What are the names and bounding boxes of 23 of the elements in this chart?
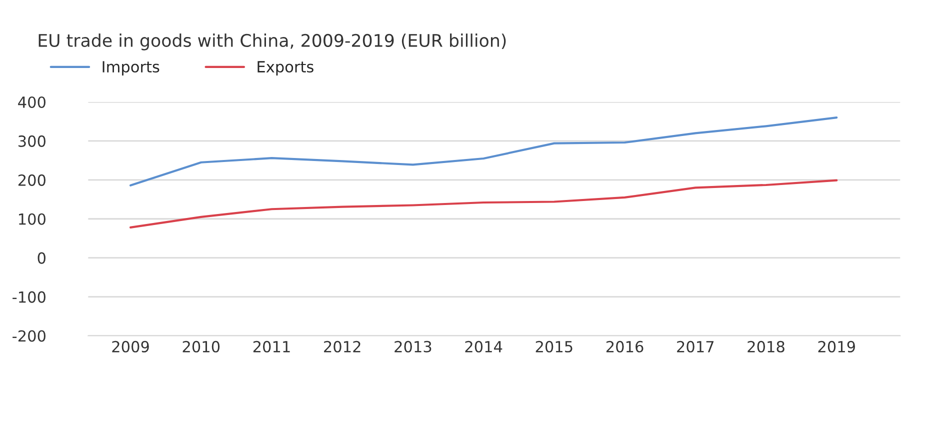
y-tick-label: 100 (19, 213, 46, 225)
x-tick-label: 2017 (677, 340, 714, 352)
y-tick-label: 400 (18, 96, 46, 108)
y-tick-label: 0 (38, 252, 46, 264)
y-tick-label: -200 (12, 330, 46, 342)
x-tick-label: 2015 (536, 340, 572, 352)
chart-title: EU trade in goods with China, 2009-2019 (EUR billion) (38, 34, 506, 50)
line-series (129, 179, 838, 228)
legend-label: Exports (258, 61, 314, 76)
x-tick-label: 2018 (748, 340, 784, 352)
x-tick-label: 2011 (253, 340, 290, 352)
x-tick-label: 2010 (182, 340, 220, 352)
x-tick-label: 2009 (112, 340, 149, 352)
line-series (129, 116, 838, 186)
x-tick-label: 2019 (818, 340, 855, 352)
y-tick-label: 200 (18, 174, 46, 186)
x-tick-label: 2012 (324, 340, 360, 352)
y-tick-label: 300 (18, 135, 46, 147)
legend-label: Imports (102, 61, 160, 76)
x-tick-label: 2013 (394, 340, 432, 352)
x-tick-label: 2016 (606, 340, 644, 352)
x-tick-label: 2014 (465, 340, 502, 352)
y-tick-label: -100 (12, 291, 46, 303)
